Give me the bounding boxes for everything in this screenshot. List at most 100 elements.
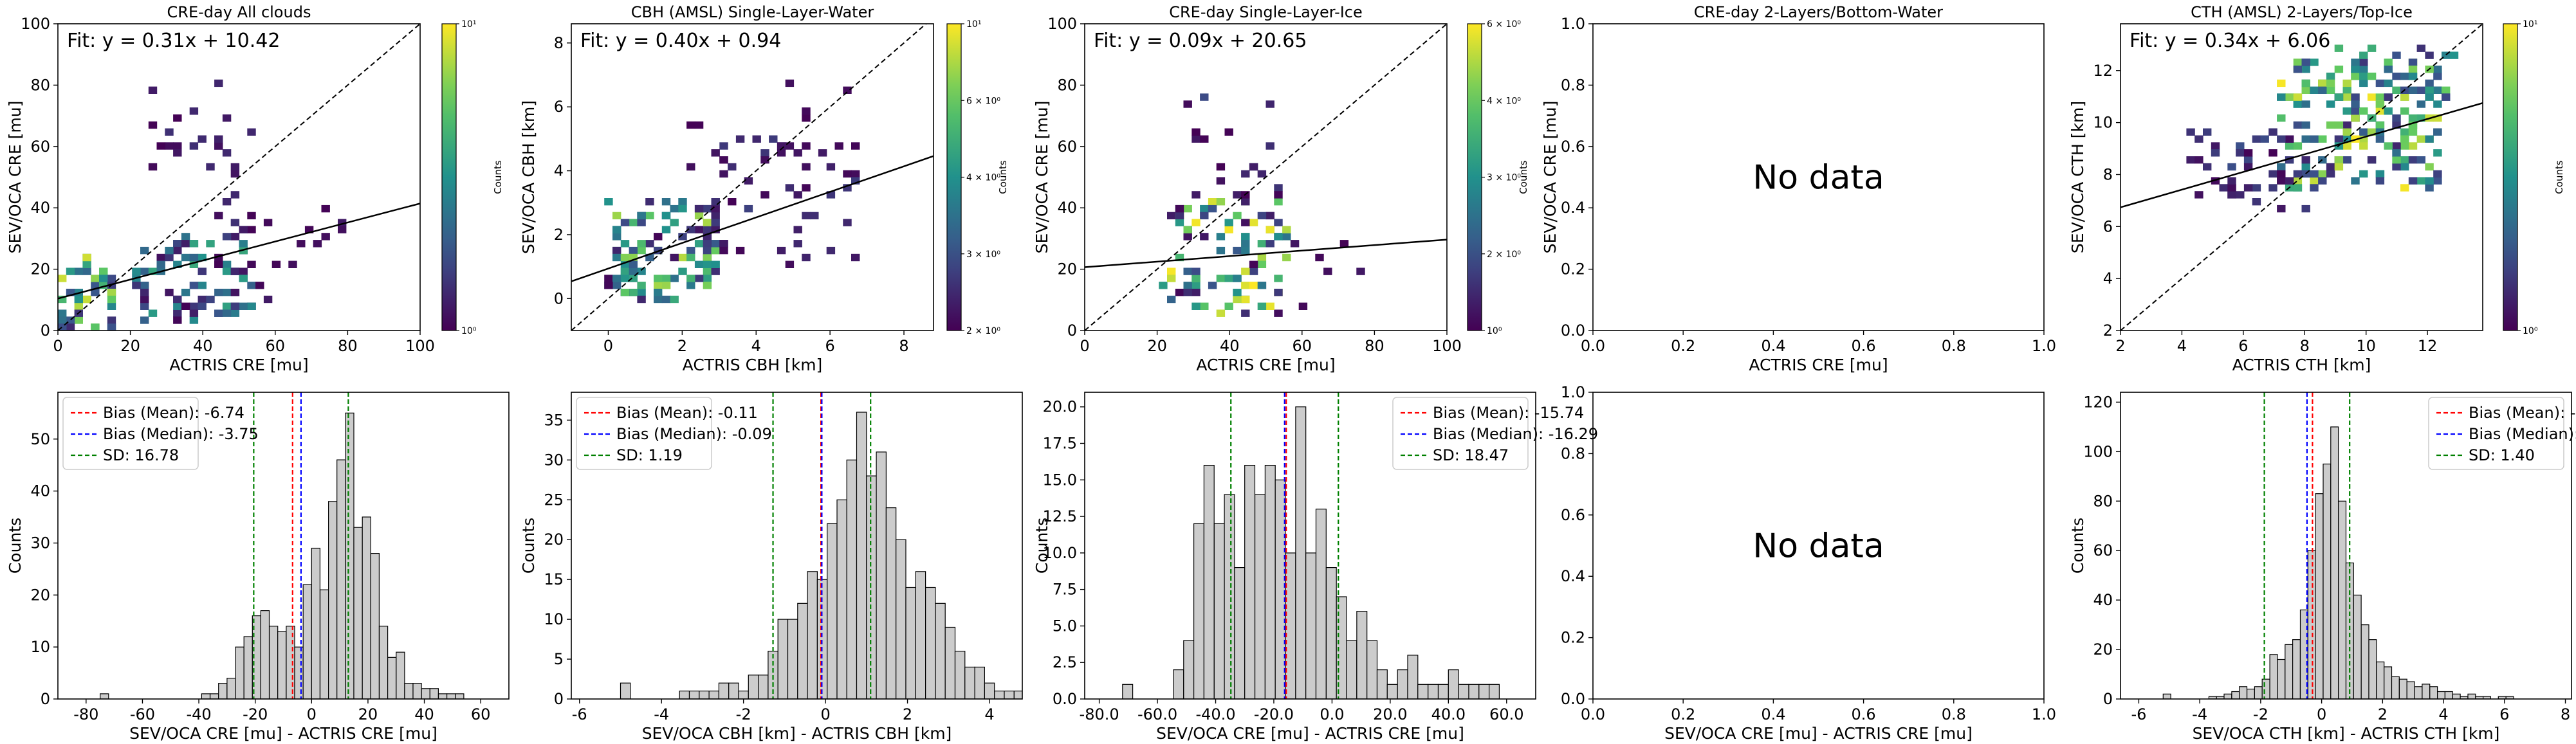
heatmap-cell xyxy=(2416,114,2425,122)
histogram-bar xyxy=(836,499,847,699)
histogram-bar xyxy=(1366,640,1378,699)
heatmap-cell xyxy=(2285,93,2294,101)
legend-median-label: Bias (Median): -0.48 xyxy=(2469,425,2576,443)
heatmap-cell xyxy=(156,260,165,268)
axes-frame xyxy=(2120,392,2572,700)
heatmap-cell xyxy=(206,240,215,248)
heatmap-cell xyxy=(1167,212,1176,220)
histogram-bar xyxy=(2261,678,2270,699)
histogram-bar xyxy=(757,675,769,699)
heatmap-cell xyxy=(629,289,638,296)
y-axis-label: SEV/OCA CRE [mu] xyxy=(6,101,24,254)
heatmap-cell xyxy=(2203,163,2212,171)
heatmap-cell xyxy=(173,295,182,304)
histogram-bar xyxy=(2444,691,2453,699)
heatmap-cell xyxy=(1183,289,1192,296)
y-tick-label: 60 xyxy=(30,138,50,156)
heatmap-cell xyxy=(2384,79,2393,87)
heatmap-cell xyxy=(2285,156,2294,164)
heatmap-cell xyxy=(1216,275,1226,282)
x-tick-label: -2 xyxy=(736,705,751,723)
heatmap-cell xyxy=(198,253,207,262)
heatmap-cell xyxy=(2384,66,2393,73)
heatmap-cell xyxy=(2293,177,2303,185)
heatmap-cell xyxy=(629,260,638,268)
heatmap-cell xyxy=(2211,142,2220,150)
heatmap-cell xyxy=(1191,275,1201,282)
heatmap-cell xyxy=(612,233,621,240)
heatmap-cell xyxy=(1274,191,1283,199)
y-tick-label: 30 xyxy=(544,451,564,469)
histogram-bar xyxy=(2398,678,2407,699)
x-tick-label: 6 xyxy=(825,337,835,355)
heatmap-cell xyxy=(2408,66,2418,73)
heatmap-cell xyxy=(2425,51,2434,59)
histogram-bar xyxy=(100,693,109,699)
heatmap-cell xyxy=(198,302,207,310)
heatmap-cell xyxy=(173,142,182,150)
heatmap-cell xyxy=(2194,191,2203,199)
heatmap-cell xyxy=(629,275,638,282)
heatmap-cell xyxy=(2243,184,2253,192)
heatmap-cell xyxy=(760,149,769,157)
heatmap-cell xyxy=(637,246,646,255)
heatmap-cell xyxy=(703,282,712,289)
heatmap-cell xyxy=(140,268,149,275)
heatmap-cell xyxy=(148,163,158,171)
y-axis-label: SEV/OCA CTH [km] xyxy=(2068,101,2087,253)
heatmap-cell xyxy=(793,240,802,248)
heatmap-cell xyxy=(1356,268,1365,275)
y-tick-label: 5.0 xyxy=(1053,617,1077,635)
heatmap-cell xyxy=(2301,86,2310,94)
heatmap-cell xyxy=(198,282,207,289)
heatmap-cell xyxy=(2416,156,2425,164)
heatmap-cell xyxy=(2425,79,2434,87)
heatmap-cell xyxy=(2227,184,2236,192)
x-tick-label: 4 xyxy=(2438,705,2448,723)
colorbar-gradient xyxy=(2503,23,2518,331)
histogram-bar xyxy=(1489,684,1500,699)
plot-area xyxy=(1122,392,1500,699)
colorbar-label: Counts xyxy=(1518,160,1529,194)
axes-frame xyxy=(1592,392,2045,700)
heatmap-cell xyxy=(851,177,860,185)
x-tick-label: -60.0 xyxy=(1137,705,1177,723)
heatmap-cell xyxy=(1233,246,1242,255)
heatmap-cell xyxy=(198,268,207,275)
axes-frame xyxy=(1592,23,2045,331)
heatmap-cell xyxy=(711,219,720,226)
histogram-bar xyxy=(1386,684,1398,699)
heatmap-cell xyxy=(181,289,190,296)
x-tick-label: 2 xyxy=(2378,705,2387,723)
heatmap-cell xyxy=(686,163,695,171)
heatmap-cell xyxy=(2301,204,2310,213)
heatmap-cell xyxy=(2211,149,2220,157)
histogram-bar xyxy=(2391,676,2400,699)
heatmap-cell xyxy=(1224,219,1233,226)
histogram-bar xyxy=(748,675,759,699)
histogram-bar xyxy=(1004,690,1015,699)
histogram-bar xyxy=(718,682,730,699)
histogram-bar xyxy=(412,683,422,699)
heatmap-cell xyxy=(2277,177,2286,185)
heatmap-cell xyxy=(2375,100,2385,108)
heatmap-cell xyxy=(148,268,158,275)
y-tick-label: 2 xyxy=(554,226,564,244)
heatmap-cell xyxy=(2351,72,2360,80)
heatmap-cell xyxy=(1274,309,1283,317)
identity-line xyxy=(1085,24,1447,331)
heatmap-cell xyxy=(1200,302,1209,310)
x-tick-label: 2 xyxy=(677,337,687,355)
heatmap-cell xyxy=(2236,149,2245,157)
histogram-bar xyxy=(2247,688,2256,699)
heatmap-cell xyxy=(173,316,182,324)
x-tick-label: 8 xyxy=(899,337,908,355)
heatmap-cell xyxy=(2359,142,2368,150)
x-tick-label: -4 xyxy=(2192,705,2207,723)
x-tick-label: 10 xyxy=(2356,337,2376,355)
heatmap-cell xyxy=(2367,156,2377,164)
heatmap-cell xyxy=(654,233,663,240)
x-tick-label: 0 xyxy=(1080,337,1089,355)
heatmap-cell xyxy=(2342,121,2351,129)
histogram-bar xyxy=(994,690,1005,699)
